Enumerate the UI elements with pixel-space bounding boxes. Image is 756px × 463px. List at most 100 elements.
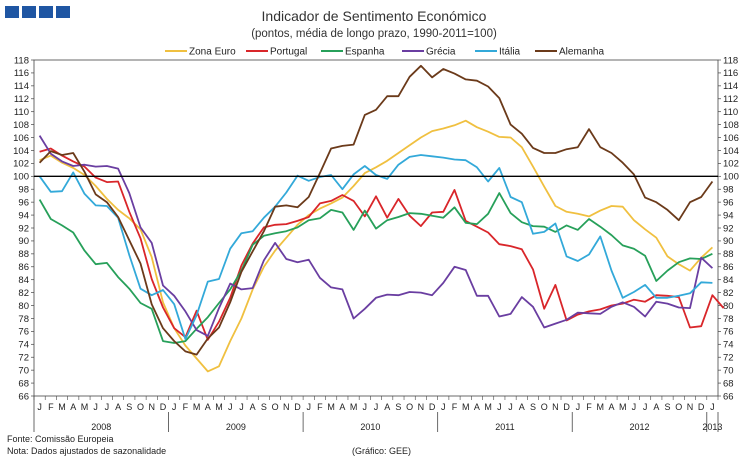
y-tick-label: 80 bbox=[18, 301, 29, 312]
y-tick-label: 68 bbox=[18, 378, 29, 389]
month-label: N bbox=[148, 402, 155, 412]
y-tick-label: 118 bbox=[14, 55, 29, 66]
logo bbox=[5, 6, 70, 18]
year-label: 2008 bbox=[91, 422, 111, 432]
chart-subtitle: (pontos, média de longo prazo, 1990-2011… bbox=[251, 28, 497, 40]
month-label: M bbox=[81, 402, 89, 412]
y-tick-label: 84 bbox=[723, 275, 734, 286]
month-label: M bbox=[193, 402, 201, 412]
series-line-alemanha bbox=[38, 64, 714, 356]
year-label: 2013 bbox=[702, 422, 722, 432]
y-tick-label: 100 bbox=[723, 172, 739, 183]
month-label: J bbox=[508, 402, 513, 412]
y-tick-label: 90 bbox=[723, 236, 734, 247]
month-label: F bbox=[48, 402, 54, 412]
month-label: A bbox=[608, 402, 614, 412]
y-tick-label: 78 bbox=[18, 314, 29, 325]
y-tick-label: 88 bbox=[18, 249, 29, 260]
month-label: A bbox=[653, 402, 659, 412]
month-label: A bbox=[115, 402, 121, 412]
y-tick-label: 108 bbox=[723, 120, 739, 131]
month-label: A bbox=[384, 402, 390, 412]
y-tick-label: 102 bbox=[723, 159, 739, 170]
y-tick-label: 86 bbox=[18, 262, 29, 273]
month-label: J bbox=[710, 402, 715, 412]
y-tick-label: 114 bbox=[723, 81, 738, 92]
y-tick-label: 70 bbox=[723, 365, 734, 376]
month-label: O bbox=[675, 402, 682, 412]
month-label: M bbox=[58, 402, 66, 412]
month-label: J bbox=[632, 402, 637, 412]
legend-label: Zona Euro bbox=[189, 47, 236, 58]
month-label: J bbox=[306, 402, 311, 412]
month-label: S bbox=[665, 402, 671, 412]
year-label: 2010 bbox=[360, 422, 380, 432]
month-label: J bbox=[363, 402, 368, 412]
y-tick-label: 106 bbox=[723, 133, 739, 144]
y-tick-label: 98 bbox=[723, 185, 734, 196]
legend-label: Espanha bbox=[345, 47, 385, 58]
y-tick-label: 116 bbox=[723, 68, 738, 79]
month-label: F bbox=[183, 402, 189, 412]
y-tick-label: 108 bbox=[13, 120, 29, 131]
series-line-itália bbox=[38, 154, 713, 341]
month-label: F bbox=[317, 402, 323, 412]
y-tick-label: 92 bbox=[723, 223, 734, 234]
month-label: M bbox=[597, 402, 605, 412]
month-label: S bbox=[395, 402, 401, 412]
month-label: S bbox=[530, 402, 536, 412]
plot-area bbox=[33, 59, 725, 397]
y-tick-label: 110 bbox=[14, 107, 29, 118]
month-label: O bbox=[406, 402, 413, 412]
month-label: J bbox=[228, 402, 233, 412]
month-label: J bbox=[172, 402, 177, 412]
y-tick-label: 76 bbox=[723, 327, 734, 338]
month-label: M bbox=[462, 402, 470, 412]
month-label: N bbox=[283, 402, 290, 412]
month-label: J bbox=[643, 402, 648, 412]
plot-frame bbox=[33, 59, 719, 397]
month-label: A bbox=[519, 402, 525, 412]
y-tick-label: 96 bbox=[723, 197, 734, 208]
y-tick-label: 112 bbox=[14, 94, 29, 105]
month-label: J bbox=[105, 402, 110, 412]
month-label: M bbox=[484, 402, 492, 412]
month-label: D bbox=[698, 402, 705, 412]
month-label: N bbox=[552, 402, 559, 412]
y-tick-label: 72 bbox=[723, 353, 734, 364]
series-line-grécia bbox=[38, 135, 714, 337]
y-tick-label: 86 bbox=[723, 262, 734, 273]
y-tick-label: 74 bbox=[18, 340, 29, 351]
y-tick-label: 90 bbox=[18, 236, 29, 247]
y-tick-label: 68 bbox=[723, 378, 734, 389]
y-tick-label: 72 bbox=[18, 353, 29, 364]
month-label: A bbox=[474, 402, 480, 412]
month-label: D bbox=[294, 402, 301, 412]
y-tick-label: 94 bbox=[18, 210, 29, 221]
y-tick-label: 110 bbox=[723, 107, 738, 118]
y-tick-label: 66 bbox=[723, 391, 734, 402]
month-label: J bbox=[497, 402, 502, 412]
y-tick-label: 104 bbox=[723, 146, 739, 157]
month-label: D bbox=[160, 402, 167, 412]
month-label: F bbox=[586, 402, 592, 412]
month-label: S bbox=[126, 402, 132, 412]
month-label: J bbox=[93, 402, 98, 412]
legend-label: Grécia bbox=[426, 47, 456, 58]
month-label: N bbox=[687, 402, 694, 412]
month-label: M bbox=[619, 402, 627, 412]
month-label: J bbox=[441, 402, 446, 412]
y-tick-label: 112 bbox=[723, 94, 738, 105]
month-label: S bbox=[261, 402, 267, 412]
month-label: J bbox=[576, 402, 581, 412]
y-tick-label: 98 bbox=[18, 185, 29, 196]
source-note: Fonte: Comissão Europeia bbox=[7, 434, 114, 444]
month-label: A bbox=[70, 402, 76, 412]
y-tick-label: 88 bbox=[723, 249, 734, 260]
month-label: J bbox=[37, 402, 42, 412]
y-tick-label: 70 bbox=[18, 365, 29, 376]
